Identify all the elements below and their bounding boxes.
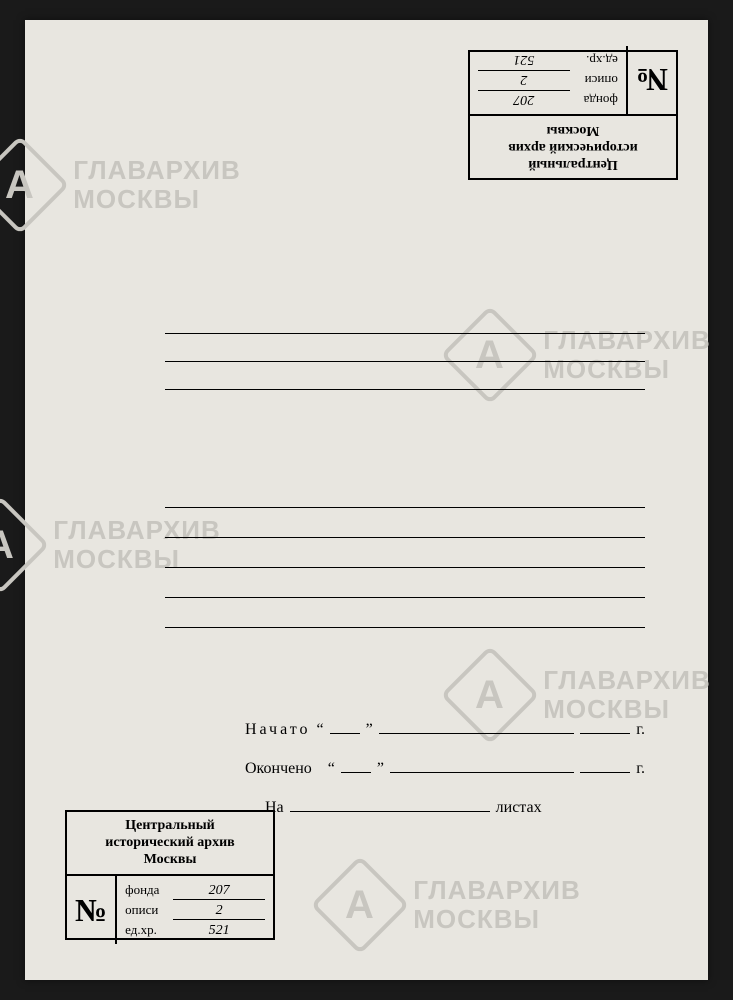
archive-cover-page: ГЛАВАРХИВМОСКВЫ ГЛАВАРХИВМОСКВЫ ГЛАВАРХИ… xyxy=(25,20,708,980)
stamp-opis-value: 2 xyxy=(173,903,265,920)
archive-stamp-top: Центральный исторический архив Москвы № … xyxy=(468,50,678,180)
month-field xyxy=(390,759,574,773)
year-field xyxy=(580,720,630,734)
sheets-suffix: листах xyxy=(496,799,542,817)
blank-line xyxy=(165,510,645,538)
blank-line xyxy=(165,310,645,334)
body-area xyxy=(165,480,645,630)
watermark: ГЛАВАРХИВМОСКВЫ xyxy=(325,870,581,940)
title-area xyxy=(165,310,645,394)
date-section: Начато “ ” г. Окончено “ ” г. На листах xyxy=(245,720,645,817)
archive-stamp-bottom: Центральный исторический архив Москвы № … xyxy=(65,810,275,940)
sheets-count-field xyxy=(290,798,490,812)
blank-line xyxy=(165,338,645,362)
started-row: Начато “ ” г. xyxy=(245,720,645,739)
archive-logo-icon xyxy=(0,496,49,595)
stamp-opis-label: описи xyxy=(570,72,618,88)
stamp-unit-value: 521 xyxy=(478,50,570,67)
blank-line xyxy=(165,540,645,568)
finished-label: Окончено xyxy=(245,760,312,778)
archive-logo-icon xyxy=(0,136,69,235)
stamp-fond-value: 207 xyxy=(173,883,265,900)
blank-line xyxy=(165,600,645,628)
stamp-number-symbol: № xyxy=(626,46,676,114)
stamp-opis-value: 2 xyxy=(478,70,570,87)
blank-line xyxy=(165,570,645,598)
month-field xyxy=(379,720,574,734)
stamp-opis-label: описи xyxy=(125,902,173,918)
stamp-unit-value: 521 xyxy=(173,923,265,940)
sheets-row: На листах xyxy=(265,798,645,817)
watermark: ГЛАВАРХИВМОСКВЫ xyxy=(0,150,241,220)
stamp-number-symbol: № xyxy=(67,876,117,944)
stamp-fond-value: 207 xyxy=(478,90,570,107)
stamp-fond-label: фонда xyxy=(570,92,618,108)
day-field xyxy=(330,720,360,734)
finished-row: Окончено “ ” г. xyxy=(245,759,645,778)
stamp-unit-label: ед.хр. xyxy=(570,52,618,68)
archive-logo-icon xyxy=(311,856,410,955)
year-field xyxy=(580,759,630,773)
stamp-unit-label: ед.хр. xyxy=(125,922,173,938)
stamp-fond-label: фонда xyxy=(125,882,173,898)
stamp-header: Центральный исторический архив Москвы xyxy=(67,812,273,876)
day-field xyxy=(341,759,371,773)
blank-line xyxy=(165,480,645,508)
started-label: Начато xyxy=(245,721,311,739)
stamp-header: Центральный исторический архив Москвы xyxy=(470,114,676,178)
blank-line xyxy=(165,366,645,390)
